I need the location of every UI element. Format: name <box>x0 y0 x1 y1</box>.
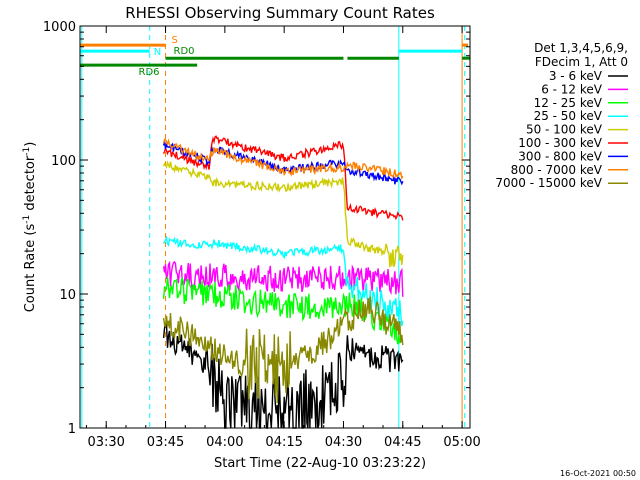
y-tick-label-2: 10 <box>59 288 76 303</box>
legend-label-3: 12 - 25 keV <box>534 96 603 110</box>
plot-layers: SN RD0 RD6 <box>80 26 470 429</box>
x-tick-label-1: 03:30 <box>87 435 124 450</box>
x-tick-label-7: 05:00 <box>443 435 480 450</box>
x-tick-label-4: 04:15 <box>265 435 302 450</box>
y-tick-label-3: 100 <box>51 154 76 169</box>
legend-label-7: 300 - 800 keV <box>518 149 602 163</box>
series-line-9 <box>162 296 404 404</box>
legend-label-1: 3 - 6 keV <box>549 69 603 83</box>
flag-label-4: RD6 <box>139 67 160 78</box>
series-line-7 <box>162 141 404 186</box>
series-line-8 <box>162 138 404 181</box>
y-axis-label-sup-2: -1 <box>22 147 32 156</box>
flag-label-1: S <box>172 35 178 46</box>
legend-header-2: FDecim 1, Att 0 <box>535 55 628 69</box>
series-line-4 <box>162 235 404 326</box>
y-tick-label-1: 1 <box>68 422 76 437</box>
chart-title: RHESSI Observing Summary Count Rates <box>125 4 435 22</box>
legend-header-1: Det 1,3,4,5,6,9, <box>534 41 628 55</box>
x-tick-label-5: 04:30 <box>325 435 362 450</box>
legend-label-9: 7000 - 15000 keV <box>495 176 602 190</box>
y-axis-label: Count Rate (s-1 detector-1) <box>22 142 38 313</box>
x-tick-label-6: 04:45 <box>384 435 421 450</box>
legend: Det 1,3,4,5,6,9, FDecim 1, Att 0 3 - 6 k… <box>495 41 628 190</box>
y-axis-label-part-2: detector <box>23 155 38 215</box>
y-axis-label-part-3: ) <box>23 142 38 147</box>
x-tick-label-2: 03:45 <box>147 435 184 450</box>
legend-label-5: 50 - 100 keV <box>526 123 603 137</box>
legend-label-8: 800 - 7000 keV <box>511 163 603 177</box>
x-tick-label-3: 04:00 <box>206 435 243 450</box>
flag-label-3: RD0 <box>174 46 195 57</box>
axis-ticks: 03:30 03:45 04:00 04:15 04:30 04:45 05:00 1 10 10… <box>43 20 481 450</box>
series-line-6 <box>162 135 404 221</box>
legend-label-2: 6 - 12 keV <box>541 82 603 96</box>
series-line-2 <box>162 260 404 297</box>
plot-frame <box>79 25 471 429</box>
legend-label-4: 25 - 50 keV <box>534 109 603 123</box>
timestamp: 16-Oct-2021 00:50 <box>560 469 636 478</box>
legend-label-6: 100 - 300 keV <box>518 136 602 150</box>
y-axis-label-sup-1: -1 <box>22 215 32 224</box>
y-tick-label-4: 1000 <box>43 20 76 35</box>
x-axis-label: Start Time (22-Aug-10 03:23:22) <box>214 456 426 471</box>
flag-label-2: N <box>154 47 161 58</box>
series-line-5 <box>162 160 404 268</box>
y-axis-label-part-1: Count Rate (s <box>23 224 38 313</box>
